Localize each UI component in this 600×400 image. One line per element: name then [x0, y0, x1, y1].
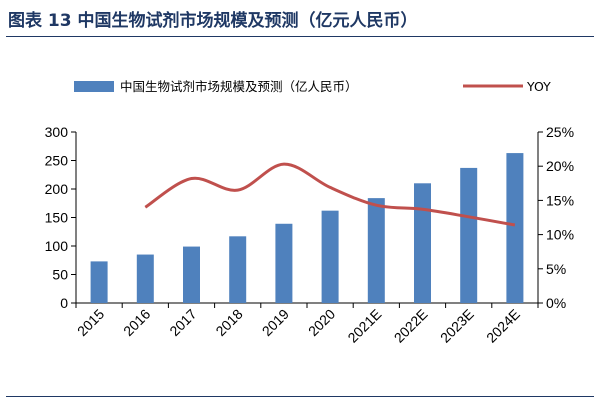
y-left-tick-label: 50	[52, 267, 68, 283]
x-tick-label: 2020	[305, 306, 338, 339]
bars	[90, 153, 524, 303]
legend-bar-swatch	[74, 81, 114, 92]
y-left-tick-label: 100	[45, 238, 69, 254]
x-tick-label: 2019	[259, 306, 292, 339]
bar-2016	[136, 254, 154, 303]
bar-2023E	[460, 167, 478, 303]
y-right-tick-label: 5%	[546, 261, 566, 277]
y-left-tick-label: 200	[45, 181, 69, 197]
bar-2017	[183, 246, 200, 303]
bar-2020	[321, 210, 339, 303]
x-tick-label: 2017	[166, 306, 199, 339]
x-tick-label: 2015	[74, 306, 107, 339]
x-tick-label: 2022E	[391, 306, 431, 346]
x-tick-label: 2023E	[437, 306, 477, 346]
bar-2018	[229, 236, 247, 303]
y-left-tick-label: 250	[45, 153, 69, 169]
y-left-tick-label: 300	[45, 124, 69, 140]
y-right-tick-label: 0%	[546, 295, 566, 311]
y-right-tick-label: 10%	[546, 227, 574, 243]
bar-2019	[275, 223, 293, 303]
bar-2015	[90, 261, 108, 303]
legend: 中国生物试剂市场规模及预测（亿人民币） YOY	[74, 79, 551, 94]
y-left-tick-label: 150	[45, 210, 69, 226]
x-tick-label: 2016	[120, 306, 153, 339]
bar-2021E	[367, 198, 385, 303]
legend-line-label: YOY	[526, 79, 551, 94]
y-left-tick-label: 0	[60, 295, 68, 311]
y-right-tick-label: 20%	[546, 158, 574, 174]
legend-bar-label: 中国生物试剂市场规模及预测（亿人民币）	[120, 79, 358, 94]
bar-2022E	[414, 183, 431, 303]
x-tick-label: 2021E	[344, 306, 384, 346]
y-right-tick-label: 25%	[546, 124, 574, 140]
bar-2024E	[506, 153, 524, 303]
axes: 0 50 100 150 200 250 300 0% 5% 10% 15% 20% 25% 2015 20…	[45, 124, 574, 346]
chart-title: 图表 13 中国生物试剂市场规模及预测（亿元人民币）	[8, 11, 418, 31]
title-rule	[6, 36, 594, 37]
x-tick-label: 2024E	[483, 306, 523, 346]
yoy-line	[144, 162, 516, 227]
x-tick-label: 2018	[212, 306, 245, 339]
y-right-tick-label: 15%	[546, 192, 574, 208]
bottom-rule	[6, 396, 594, 397]
